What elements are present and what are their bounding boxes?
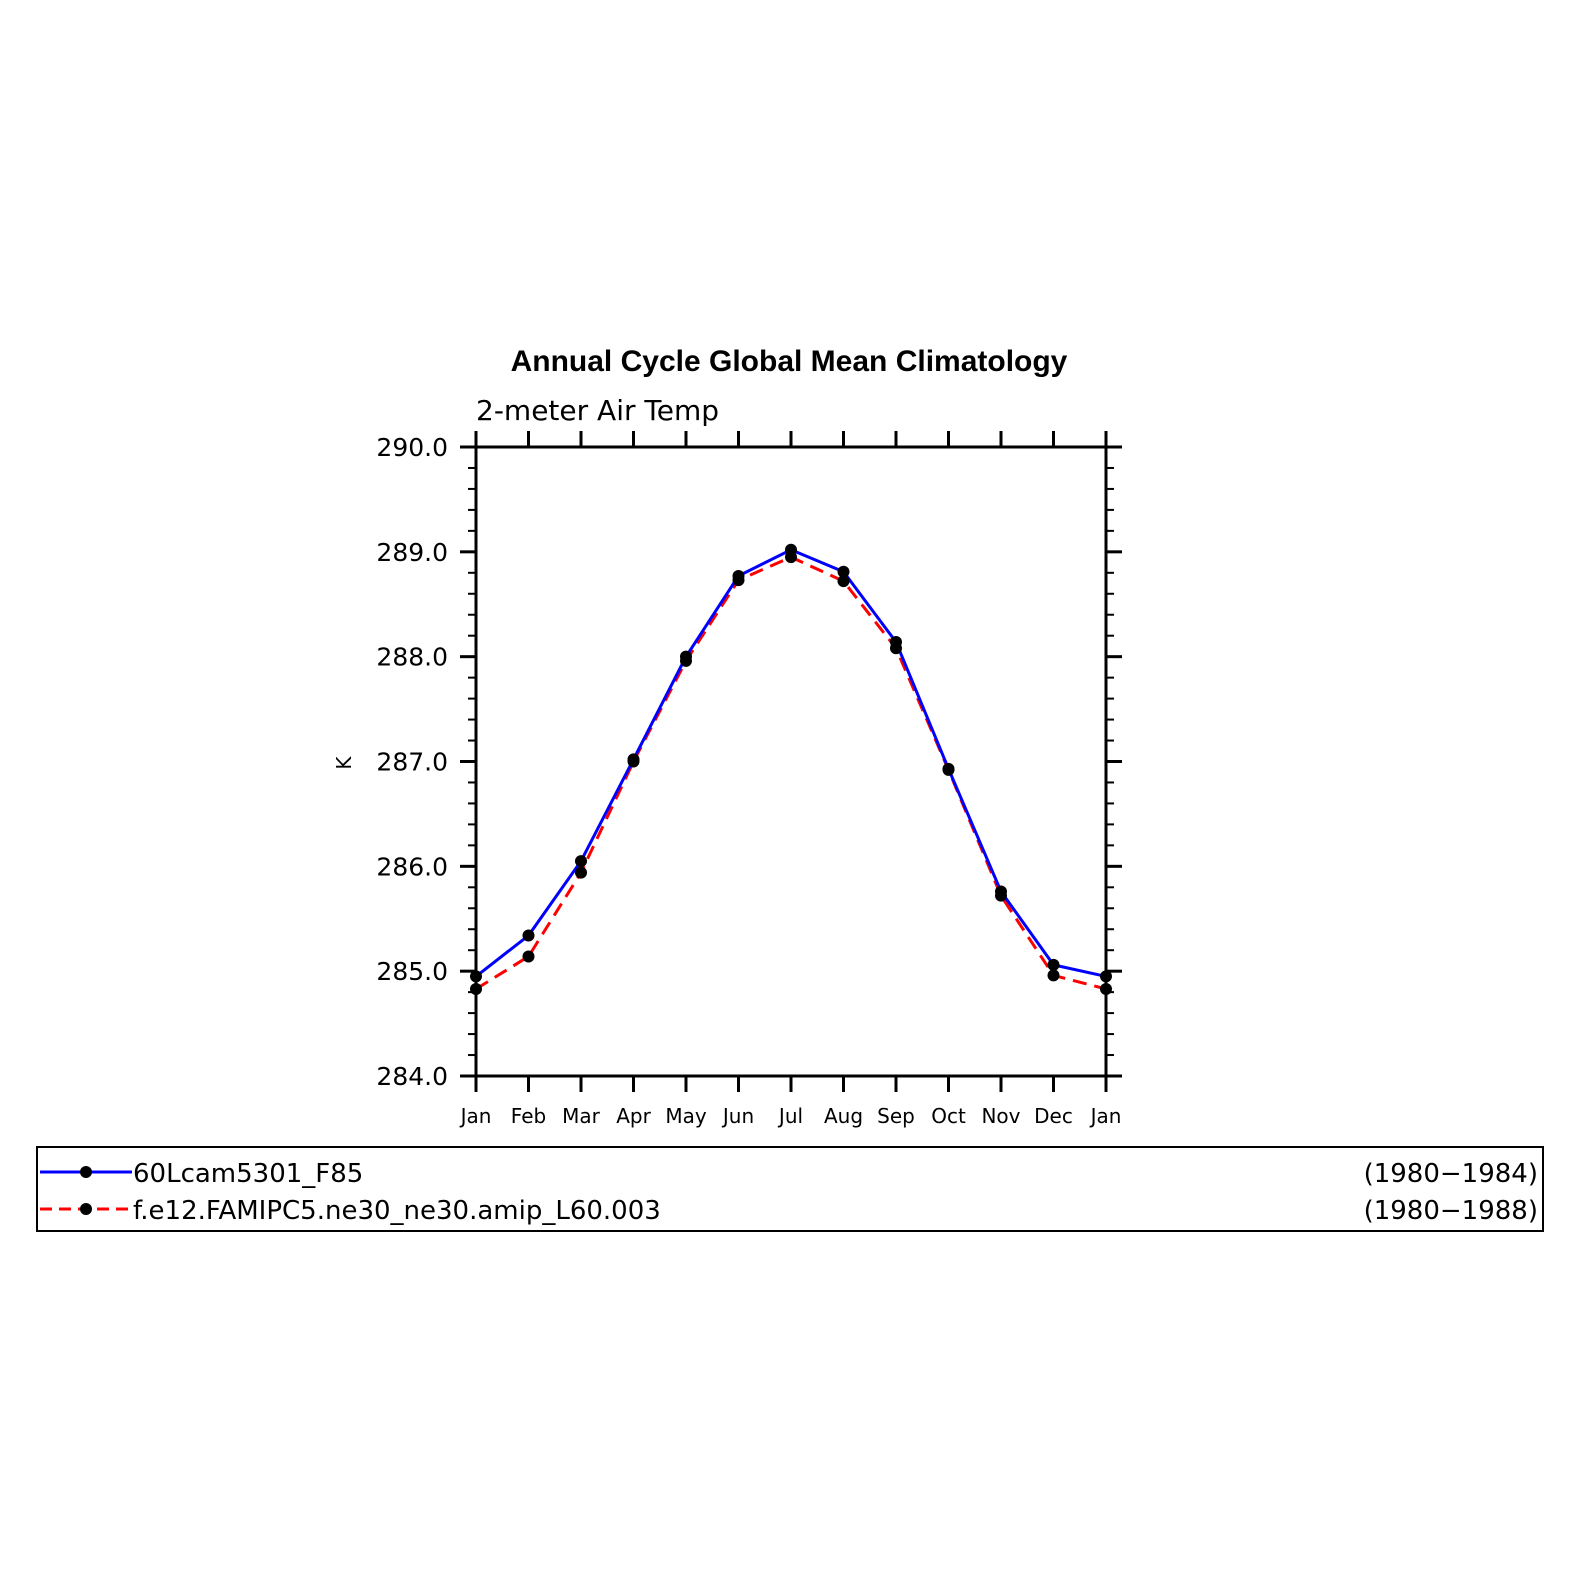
- data-point: [942, 763, 955, 776]
- y-tick-label: 289.0: [376, 538, 448, 567]
- series-line: [475, 548, 1107, 978]
- data-point: [680, 654, 692, 667]
- axis-ticks: [460, 431, 1122, 1092]
- x-tick-label: Feb: [511, 1104, 546, 1128]
- data-point: [1100, 982, 1112, 995]
- data-point: [837, 565, 850, 578]
- data-point: [785, 551, 797, 564]
- y-tick-label: 286.0: [376, 852, 448, 881]
- y-tick-label: 290.0: [376, 433, 448, 462]
- x-tick-label: Aug: [824, 1104, 863, 1128]
- data-point: [1047, 969, 1060, 982]
- data-point: [470, 970, 482, 983]
- chart-title: Annual Cycle Global Mean Climatology: [511, 345, 1068, 378]
- plot-frame: [474, 445, 1108, 1078]
- x-tick-label: Sep: [877, 1104, 915, 1128]
- legend-marker: [80, 1203, 92, 1215]
- x-tick-label: Jan: [1089, 1104, 1122, 1128]
- data-point: [1100, 970, 1112, 983]
- y-axis-label: K: [332, 756, 356, 770]
- chart-subtitle: 2-meter Air Temp: [476, 394, 719, 427]
- legend-period: (1980−1988): [1364, 1196, 1538, 1226]
- x-tick-label: Jun: [721, 1104, 754, 1128]
- x-tick-label: Apr: [616, 1104, 651, 1128]
- data-point: [1047, 958, 1060, 971]
- legend-box: [36, 1146, 1544, 1232]
- data-point: [890, 642, 902, 655]
- x-tick-label: Jan: [459, 1104, 492, 1128]
- series-line: [475, 555, 1107, 991]
- x-tick-labels: Jan Feb Mar Apr May Jun Jul Aug Sep Oct Nov Dec Jan: [459, 1104, 1122, 1128]
- data-point: [522, 929, 535, 942]
- y-tick-labels: 284.0 285.0 286.0 287.0 288.0 289.0 290.0: [376, 433, 448, 1091]
- y-tick-label: 284.0: [376, 1062, 448, 1091]
- y-tick-label: 285.0: [376, 957, 448, 986]
- data-point: [995, 889, 1007, 902]
- y-tick-label: 287.0: [376, 748, 448, 777]
- data-point: [522, 950, 535, 963]
- data-point: [575, 866, 587, 879]
- legend-label: 60Lcam5301_F85: [133, 1159, 363, 1189]
- x-tick-label: Jul: [777, 1104, 803, 1128]
- data-point: [470, 982, 482, 995]
- legend: 60Lcam5301_F85 (1980−1984) f.e12.FAMIPC5.n…: [36, 1146, 1544, 1232]
- legend-marker: [80, 1166, 92, 1178]
- x-tick-label: Dec: [1034, 1104, 1073, 1128]
- data-point: [732, 574, 745, 587]
- x-tick-label: Mar: [562, 1104, 601, 1128]
- y-tick-label: 288.0: [376, 643, 448, 672]
- legend-label: f.e12.FAMIPC5.ne30_ne30.amip_L60.003: [133, 1196, 661, 1226]
- series-layer: [470, 543, 1112, 995]
- data-point: [627, 755, 640, 768]
- x-tick-label: Nov: [981, 1104, 1020, 1128]
- legend-period: (1980−1984): [1364, 1159, 1538, 1189]
- x-tick-label: Oct: [931, 1104, 966, 1128]
- data-point: [837, 575, 850, 588]
- x-tick-label: May: [665, 1104, 707, 1128]
- data-point: [575, 855, 587, 868]
